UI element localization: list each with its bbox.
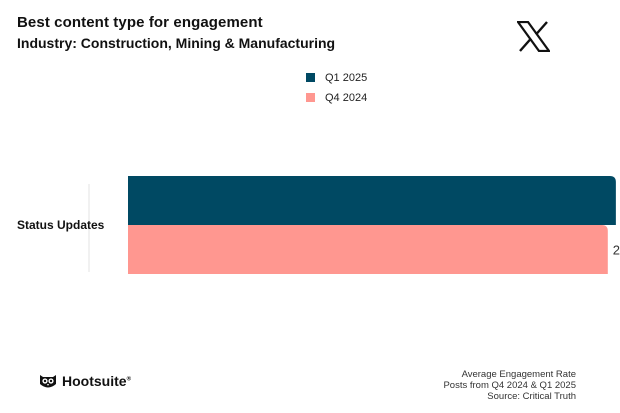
x-logo-icon — [517, 21, 550, 52]
footer-metric: Average Engagement Rate — [461, 369, 576, 380]
legend-label-q1-2025: Q1 2025 — [325, 71, 368, 84]
footer-source: Source: Critical Truth — [487, 391, 576, 402]
legend-swatch-q4-2024 — [306, 93, 315, 102]
legend-item-q4-2024: Q4 2024 — [306, 88, 367, 107]
chart-subtitle: Industry: Construction, Mining & Manufac… — [17, 35, 336, 51]
legend-label-q4-2024: Q4 2024 — [325, 91, 368, 104]
data-label-q4-2024: 2.4% — [613, 243, 620, 258]
chart-legend: Q1 2025 Q4 2024 — [306, 68, 367, 108]
chart-footer: Average Engagement Rate Posts from Q4 20… — [443, 369, 576, 402]
hootsuite-logo: Hootsuite® — [38, 372, 131, 390]
brand-registered-mark: ® — [126, 376, 131, 383]
brand-name: Hootsuite® — [62, 373, 131, 389]
owl-icon — [40, 375, 56, 388]
legend-item-q1-2025: Q1 2025 — [306, 68, 367, 87]
chart-title: Best content type for engagement — [17, 14, 263, 31]
bar-q4-2024 — [128, 225, 608, 274]
footer-period: Posts from Q4 2024 & Q1 2025 — [443, 380, 576, 391]
legend-swatch-q1-2025 — [306, 73, 315, 82]
bar-q1-2025 — [128, 176, 616, 225]
category-label: Status Updates — [17, 218, 105, 232]
